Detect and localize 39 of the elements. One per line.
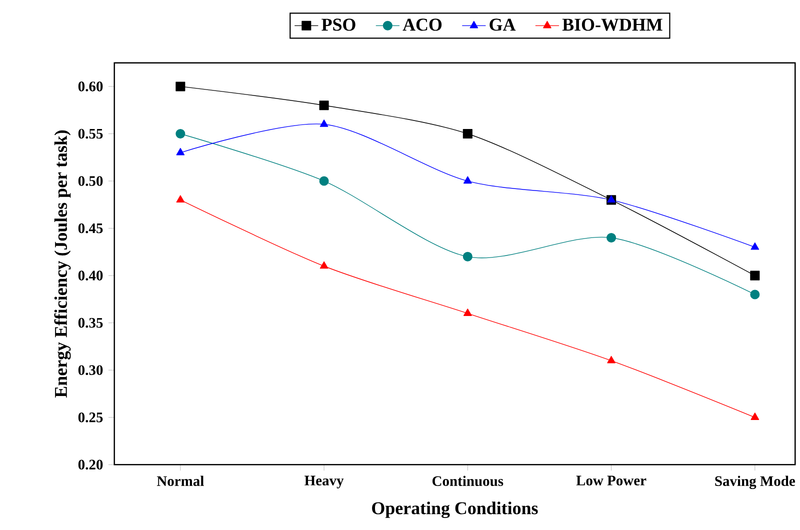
y-tick-label: 0.45 — [78, 223, 103, 234]
y-tick-label: 0.25 — [78, 412, 103, 422]
point — [606, 232, 616, 242]
point — [462, 252, 472, 262]
point — [176, 195, 185, 202]
y-axis-title: Energy Efficiency (Joules per task) — [54, 130, 71, 398]
x-tick-label: Normal — [156, 476, 204, 486]
y-tick-label: 0.60 — [78, 81, 103, 92]
x-axis-title: Operating Conditions — [372, 502, 538, 518]
legend-label: PSO — [322, 18, 356, 31]
point — [320, 119, 328, 127]
x-tick-label: Saving Mode — [715, 476, 796, 489]
y-tick-label: 0.55 — [78, 128, 103, 139]
point — [176, 82, 186, 92]
point — [750, 412, 760, 420]
point — [607, 195, 616, 202]
point — [462, 128, 472, 138]
legend-label: BIO-WDHM — [562, 18, 662, 31]
x-tick-label: Heavy — [304, 476, 344, 488]
point — [320, 261, 328, 269]
y-tick-label: 0.35 — [78, 318, 103, 328]
x-tick-label: Low Power — [576, 476, 646, 486]
point — [176, 148, 185, 156]
legend-label: GA — [490, 18, 516, 31]
y-tick-label: 0.40 — [78, 270, 103, 280]
point — [750, 270, 760, 280]
y-tick-label: 0.30 — [78, 365, 103, 375]
point — [750, 242, 760, 250]
point — [607, 356, 616, 364]
point — [176, 128, 186, 138]
x-tick-label: Continuous — [432, 476, 504, 486]
point — [319, 100, 329, 110]
point — [319, 176, 329, 186]
y-tick-label: 0.20 — [78, 460, 103, 470]
point — [463, 308, 472, 316]
point — [750, 290, 760, 300]
y-tick-label: 0.50 — [78, 176, 103, 186]
legend-label: ACO — [402, 18, 442, 31]
point — [463, 176, 472, 184]
